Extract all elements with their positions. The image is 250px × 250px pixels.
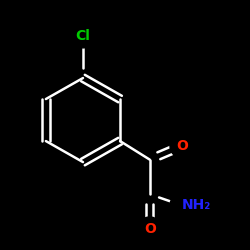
- Circle shape: [71, 24, 95, 48]
- Circle shape: [138, 217, 162, 241]
- Circle shape: [170, 134, 194, 158]
- Text: Cl: Cl: [76, 29, 90, 43]
- Text: NH₂: NH₂: [182, 198, 211, 212]
- Text: O: O: [176, 139, 188, 153]
- Text: O: O: [144, 222, 156, 236]
- Circle shape: [170, 194, 194, 217]
